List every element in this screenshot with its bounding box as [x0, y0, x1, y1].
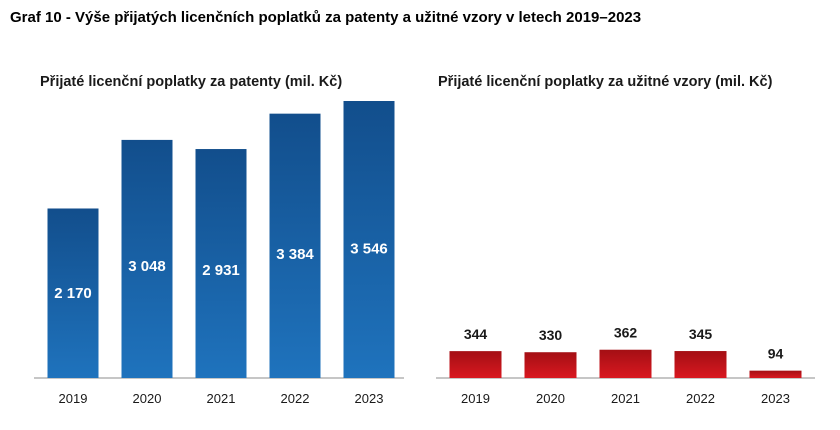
utility-models-tick-label-2021: 2021 — [611, 391, 640, 406]
patents-value-label-2020: 3 048 — [128, 258, 166, 275]
patents-tick-label-2021: 2021 — [207, 391, 236, 406]
patents-bar-2023 — [343, 101, 395, 378]
utility-models-bar-2022 — [674, 351, 727, 378]
patents-value-label-2019: 2 170 — [54, 285, 92, 302]
patents-bar-2022 — [269, 113, 321, 379]
patents-tick-label-2019: 2019 — [59, 391, 88, 406]
utility-models-tick-label-2022: 2022 — [686, 391, 715, 406]
patents-value-label-2021: 2 931 — [202, 262, 240, 279]
utility-models-bar-chart: 344 2019 330 2020 362 2021 345 2022 94 2023 — [436, 325, 815, 406]
utility-models-tick-label-2019: 2019 — [461, 391, 490, 406]
patents-bar-2021 — [195, 149, 247, 378]
patents-value-label-2023: 3 546 — [350, 240, 388, 257]
patents-bar-2020 — [121, 139, 173, 378]
utility-models-value-label-2023: 94 — [768, 346, 784, 362]
patents-tick-label-2020: 2020 — [133, 391, 162, 406]
patents-bar-chart: 2 170 2019 3 048 2020 2 931 2021 3 384 2022 3 54… — [34, 101, 404, 406]
utility-models-value-label-2022: 345 — [689, 326, 713, 342]
utility-models-bar-2019 — [449, 351, 502, 378]
figure-title: Graf 10 - Výše přijatých licenčních popl… — [10, 9, 642, 26]
utility-models-tick-label-2023: 2023 — [761, 391, 790, 406]
utility-models-bar-2020 — [524, 352, 577, 378]
patents-chart-title: Přijaté licenční poplatky za patenty (mi… — [40, 74, 343, 90]
utility-models-tick-label-2020: 2020 — [536, 391, 565, 406]
utility-models-chart-title: Přijaté licenční poplatky za užitné vzor… — [438, 74, 773, 90]
patents-bar-2019 — [47, 208, 99, 378]
utility-models-bar-2021 — [599, 349, 652, 378]
utility-models-bar-2023 — [749, 370, 802, 378]
patents-tick-label-2022: 2022 — [281, 391, 310, 406]
patents-tick-label-2023: 2023 — [355, 391, 384, 406]
utility-models-value-label-2021: 362 — [614, 325, 638, 341]
patents-value-label-2022: 3 384 — [276, 246, 314, 263]
utility-models-value-label-2020: 330 — [539, 327, 563, 343]
utility-models-value-label-2019: 344 — [464, 326, 488, 342]
